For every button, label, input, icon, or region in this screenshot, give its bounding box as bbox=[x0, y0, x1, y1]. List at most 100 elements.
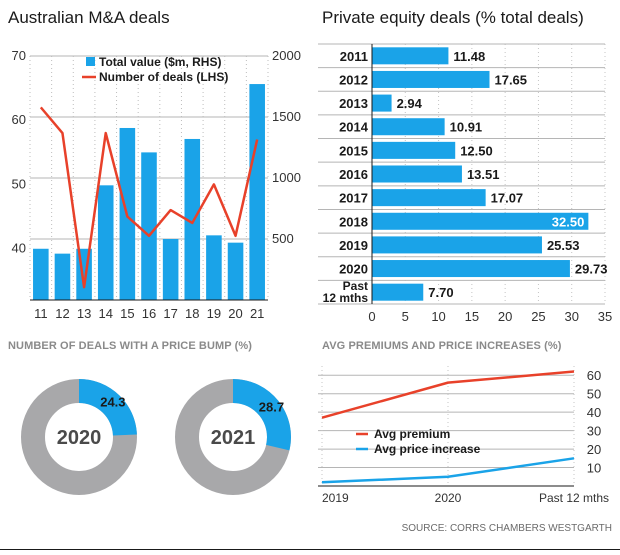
y-category-label: 2018 bbox=[339, 214, 368, 229]
bar-pe-share bbox=[372, 260, 570, 278]
x-tick-label: 10 bbox=[431, 309, 445, 324]
bar-value-label: 32.50 bbox=[552, 214, 585, 229]
x-tick-label: 20 bbox=[228, 306, 242, 321]
bar-total-value bbox=[249, 84, 265, 300]
y-tick-label: 50 bbox=[587, 387, 601, 402]
legend-swatch-total-value bbox=[86, 57, 95, 66]
bar-value-label: 17.07 bbox=[491, 191, 524, 206]
x-tick-label: 14 bbox=[98, 306, 112, 321]
bar-value-label: 11.48 bbox=[453, 49, 485, 64]
y-left-tick-label: 70 bbox=[12, 48, 26, 63]
y-right-tick-label: 1000 bbox=[272, 170, 301, 185]
premiums-chart: 10 20 30 40 50 60 2019 2020 Past 12 mths Avg prem… bbox=[318, 366, 609, 505]
x-tick-label: 20 bbox=[498, 309, 512, 324]
bar-total-value bbox=[162, 239, 179, 300]
y-tick-label: 10 bbox=[587, 461, 601, 476]
bottom-rule bbox=[0, 549, 620, 550]
y-tick-label: 20 bbox=[587, 442, 601, 457]
bar-pe-share bbox=[372, 212, 589, 230]
legend-label-total-value: Total value ($m, RHS) bbox=[99, 55, 221, 69]
y-left-tick-label: 60 bbox=[12, 112, 26, 127]
y-left-tick-label: 50 bbox=[12, 176, 26, 191]
x-tick-label: 5 bbox=[402, 309, 409, 324]
x-tick-label: 16 bbox=[142, 306, 156, 321]
legend-label-number-of-deals: Number of deals (LHS) bbox=[99, 70, 228, 84]
bar-total-value bbox=[33, 248, 49, 300]
bar-value-label: 29.73 bbox=[575, 262, 608, 277]
x-tick-label: 17 bbox=[163, 306, 177, 321]
bar-pe-share bbox=[372, 141, 456, 159]
legend-label: Avg premium bbox=[374, 427, 450, 441]
y-category-label: 2015 bbox=[339, 143, 368, 158]
donut-value-label: 28.7 bbox=[259, 400, 284, 415]
bar-value-label: 17.65 bbox=[494, 72, 527, 87]
ma-chart-title: Australian M&A deals bbox=[8, 8, 170, 27]
bar-value-label: 10.91 bbox=[450, 120, 483, 135]
x-tick-label: 11 bbox=[34, 306, 48, 321]
bar-total-value bbox=[206, 235, 222, 300]
price-bump-title: NUMBER OF DEALS WITH A PRICE BUMP (%) bbox=[8, 340, 253, 352]
y-right-tick-label: 500 bbox=[272, 231, 294, 246]
bar-value-label: 12.50 bbox=[460, 143, 493, 158]
x-tick-label: 0 bbox=[368, 309, 375, 324]
y-category-label: 2011 bbox=[340, 49, 368, 64]
x-tick-label: 2020 bbox=[435, 491, 462, 505]
x-tick-label: 13 bbox=[77, 306, 91, 321]
y-category-label: Past 12 mths bbox=[323, 279, 369, 305]
bar-pe-share bbox=[372, 118, 445, 136]
x-tick-label: 21 bbox=[250, 306, 264, 321]
x-tick-label: 15 bbox=[465, 309, 479, 324]
premiums-title: AVG PREMIUMS AND PRICE INCREASES (%) bbox=[322, 340, 562, 352]
y-category-label: 2019 bbox=[339, 238, 368, 253]
y-category-label: 2017 bbox=[339, 191, 368, 206]
bar-pe-share bbox=[372, 47, 449, 65]
bar-pe-share bbox=[372, 283, 424, 301]
bar-pe-share bbox=[372, 94, 392, 112]
bar-value-label: 7.70 bbox=[428, 285, 453, 300]
line-number-of-deals bbox=[39, 106, 259, 289]
bar-total-value bbox=[184, 138, 201, 300]
y-left-tick-label: 40 bbox=[12, 241, 26, 256]
x-tick-label: 15 bbox=[120, 306, 134, 321]
donut-slice-price-bump bbox=[79, 379, 137, 436]
y-category-label: 2016 bbox=[339, 167, 368, 182]
y-category-label: 2020 bbox=[339, 262, 368, 277]
bar-pe-share bbox=[372, 165, 462, 183]
x-tick-label: 18 bbox=[185, 306, 199, 321]
x-tick-label: 35 bbox=[598, 309, 612, 324]
x-tick-label: 2019 bbox=[322, 491, 349, 505]
ma-deals-chart: 500 1000 1500 2000 40 50 60 70 11 12 13 14 15 16 17 18 1… bbox=[12, 48, 301, 321]
x-tick-label: Past 12 mths bbox=[539, 491, 609, 505]
y-category-label: 2012 bbox=[339, 72, 368, 87]
line-avg-premium bbox=[321, 370, 575, 419]
bar-total-value bbox=[97, 185, 114, 300]
pe-chart-title: Private equity deals (% total deals) bbox=[322, 8, 584, 27]
legend-label: Avg price increase bbox=[374, 442, 481, 456]
bar-pe-share bbox=[372, 70, 490, 88]
x-tick-label: 12 bbox=[55, 306, 69, 321]
y-right-tick-label: 2000 bbox=[272, 48, 301, 63]
donut-slice-price-bump bbox=[233, 379, 292, 451]
bar-pe-share bbox=[372, 189, 486, 207]
line-avg-price-increase bbox=[321, 457, 575, 484]
y-tick-label: 40 bbox=[587, 405, 601, 420]
donut-year-label: 2020 bbox=[57, 427, 102, 449]
x-tick-label: 19 bbox=[207, 306, 221, 321]
bar-value-label: 13.51 bbox=[467, 167, 500, 182]
y-tick-label: 30 bbox=[587, 424, 601, 439]
donut-value-label: 24.3 bbox=[100, 395, 125, 410]
source-note: SOURCE: CORRS CHAMBERS WESTGARTH bbox=[401, 523, 612, 534]
y-category-label: 2013 bbox=[339, 96, 368, 111]
bar-total-value bbox=[141, 152, 157, 300]
bar-pe-share bbox=[372, 236, 542, 254]
x-tick-label: 25 bbox=[531, 309, 545, 324]
pe-deals-chart: 0 5 10 15 20 25 30 35 11.48 17.65 2.94 10.91 12.50 13… bbox=[318, 43, 612, 324]
donut-year-label: 2021 bbox=[211, 427, 256, 449]
x-tick-label: 30 bbox=[564, 309, 578, 324]
y-category-label: 2014 bbox=[339, 120, 369, 135]
bar-total-value bbox=[227, 242, 244, 300]
bar-value-label: 25.53 bbox=[547, 238, 580, 253]
y-right-tick-label: 1500 bbox=[272, 109, 301, 124]
y-tick-label: 60 bbox=[587, 368, 601, 383]
